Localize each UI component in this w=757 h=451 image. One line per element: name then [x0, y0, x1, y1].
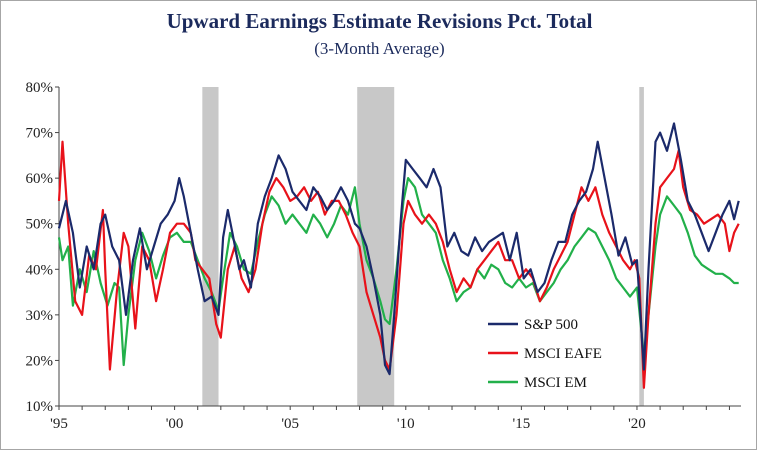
x-tick-label: '20 [628, 416, 646, 432]
series-line-s-p-500 [57, 122, 740, 376]
y-tick-label: 80% [26, 80, 54, 96]
chart-subtitle: (3-Month Average) [314, 39, 445, 58]
y-tick-label: 60% [26, 171, 54, 187]
x-tick-label: '15 [513, 416, 531, 432]
y-tick-label: 40% [26, 262, 54, 278]
y-tick-label: 70% [26, 126, 54, 142]
legend-label-s-p-500: S&P 500 [524, 317, 578, 333]
recession-band-1 [202, 87, 219, 406]
x-tick-label: '95 [50, 416, 68, 432]
x-tick-label: '00 [166, 416, 184, 432]
y-tick-label: 10% [26, 399, 54, 415]
legend-label-msci-em: MSCI EM [524, 375, 587, 391]
y-tick-label: 20% [26, 353, 54, 369]
x-tick-label: '05 [281, 416, 299, 432]
legend-label-msci-eafe: MSCI EAFE [524, 346, 602, 362]
x-tick-label: '10 [397, 416, 415, 432]
chart-title: Upward Earnings Estimate Revisions Pct. … [166, 9, 593, 33]
y-tick-label: 50% [26, 217, 54, 233]
y-tick-label: 30% [26, 308, 54, 324]
series-line-msci-em [57, 177, 739, 367]
recession-band-3 [639, 87, 644, 406]
